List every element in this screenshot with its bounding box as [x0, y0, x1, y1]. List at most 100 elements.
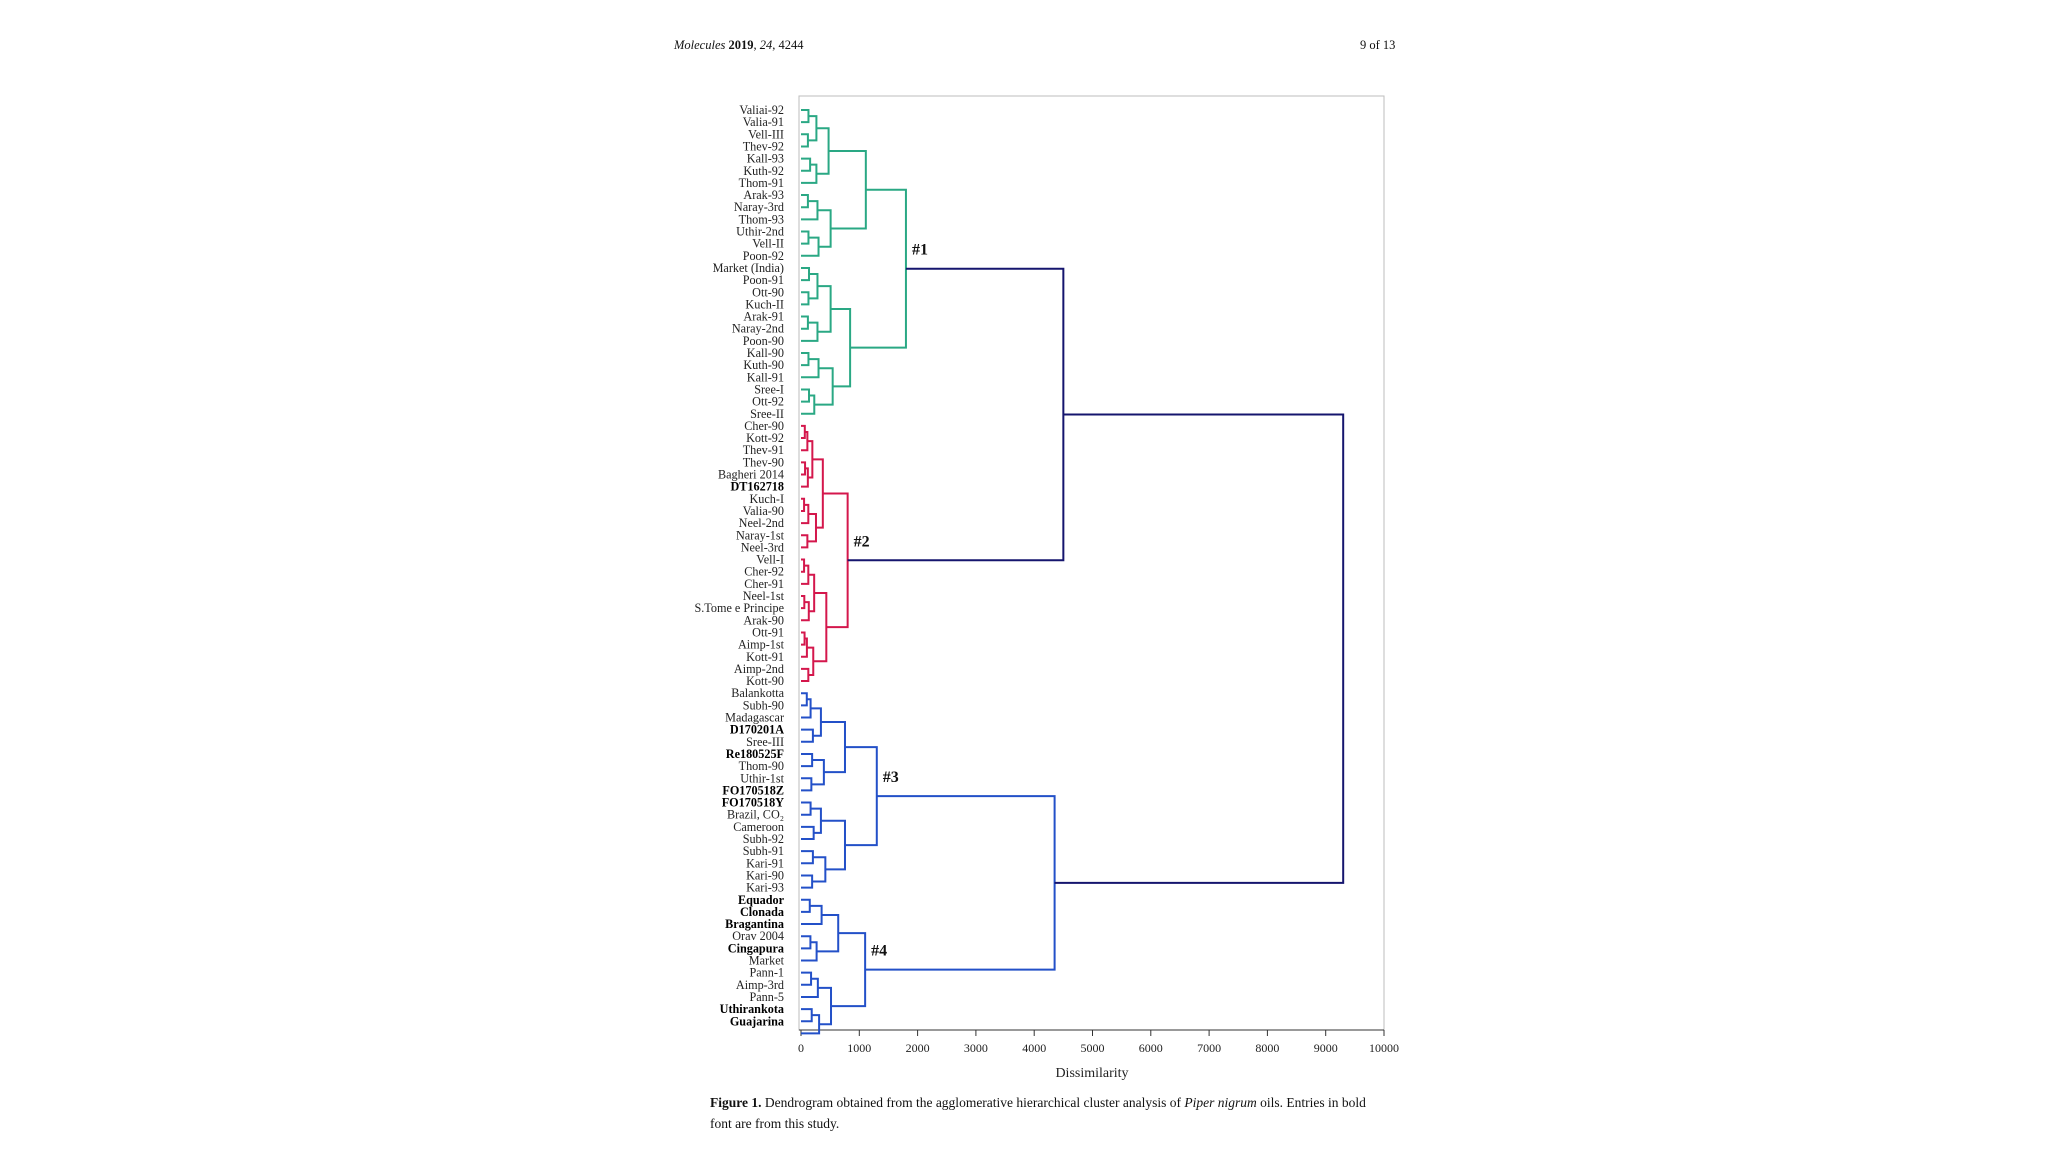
- leaf-label: Bagheri 2014: [718, 468, 784, 482]
- leaf-label: Kott-92: [746, 431, 784, 445]
- leaf-label: Kuth-90: [743, 358, 784, 372]
- dendrogram-link: [808, 573, 816, 613]
- dendrogram-link: [865, 795, 1056, 971]
- x-tick-label: 5000: [1081, 1041, 1105, 1055]
- leaf-label: Valiai-92: [739, 103, 784, 117]
- leaf-label: Neel-2nd: [739, 516, 784, 530]
- leaf-label: Poon-90: [743, 334, 784, 348]
- dendrogram-link: [801, 971, 813, 986]
- dendrogram-link: [801, 194, 809, 209]
- dendrogram-link: [801, 728, 814, 743]
- leaf-label: Sree-I: [754, 382, 784, 396]
- dendrogram-link: [801, 558, 806, 573]
- leaf-label: Kall-91: [747, 370, 784, 384]
- leaf-label: Thev-90: [743, 455, 784, 469]
- leaf-label: Vell-I: [756, 553, 784, 567]
- leaf-label: Vell-II: [752, 237, 784, 251]
- leaf-label: Madagascar: [725, 711, 784, 725]
- leaf-label: Thom-91: [739, 176, 784, 190]
- leaf-label: Valia-90: [743, 504, 784, 518]
- leaf-label: Re180525F: [726, 747, 784, 761]
- leaf-label: Neel-1st: [743, 589, 785, 603]
- dendrogram-link: [801, 977, 819, 998]
- figure-caption: Figure 1. Dendrogram obtained from the a…: [710, 1092, 1390, 1134]
- leaf-label: Uthirankota: [720, 1002, 784, 1016]
- leaf-label: Arak-93: [743, 188, 784, 202]
- leaf-label: Ott-90: [752, 285, 784, 299]
- leaf-label: Pann-1: [749, 966, 784, 980]
- x-tick-label: 8000: [1255, 1041, 1279, 1055]
- leaf-label: Cameroon: [733, 820, 784, 834]
- dendrogram-link: [807, 440, 814, 479]
- dendrogram-link: [801, 534, 809, 549]
- leaf-label: Kuch-I: [749, 492, 784, 506]
- leaf-label: Brazil, CO₂: [727, 808, 784, 822]
- leaf-label: Kott-91: [746, 650, 784, 664]
- dendrogram-link: [817, 209, 832, 248]
- dendrogram-link: [801, 430, 809, 452]
- cluster-label: #3: [883, 769, 899, 786]
- dendrogram-link: [816, 127, 830, 175]
- dendrogram-link: [801, 752, 814, 768]
- dendrogram-link: [810, 807, 822, 834]
- leaf-label: Cher-90: [744, 419, 784, 433]
- leaf-label: FO170518Z: [722, 783, 784, 797]
- x-tick-label: 6000: [1139, 1041, 1163, 1055]
- caption-label: Figure 1.: [710, 1095, 762, 1110]
- x-tick-label: 9000: [1314, 1041, 1338, 1055]
- leaf-label: Arak-91: [743, 310, 784, 324]
- dendrogram-link: [807, 512, 817, 543]
- dendrogram-link: [801, 497, 806, 512]
- dendrogram-link: [813, 591, 828, 663]
- leaf-label: Subh-92: [743, 832, 784, 846]
- dendrogram-link: [801, 388, 811, 403]
- dendrogram-link: [801, 461, 807, 476]
- leaf-label: Aimp-2nd: [734, 662, 784, 676]
- x-axis-label: Dissimilarity: [1055, 1066, 1128, 1081]
- dendrogram-link: [801, 667, 810, 683]
- x-tick-label: 3000: [964, 1041, 988, 1055]
- leaf-label: Subh-90: [743, 698, 784, 712]
- dendrogram-link: [811, 759, 825, 786]
- leaf-label: Poon-92: [743, 249, 784, 263]
- dendrogram-link: [801, 394, 816, 415]
- leaf-label: Ott-91: [752, 625, 784, 639]
- x-axis-ticks: 0 1000 2000 3000 4000 5000 6000 7000 8000 9000 100…: [798, 1030, 1399, 1055]
- leaf-label: Thom-90: [739, 759, 784, 773]
- dendrogram-link: [801, 163, 818, 184]
- leaf-label: Neel-3rd: [741, 540, 784, 554]
- leaf-label: Cingapura: [728, 941, 784, 955]
- dendrogram-link: [812, 458, 824, 529]
- x-tick-label: 1000: [847, 1041, 871, 1055]
- leaf-label: Sree-II: [750, 407, 784, 421]
- dendrogram-link: [850, 188, 907, 349]
- journal-name: Molecules: [674, 38, 726, 52]
- dendrogram-link: [801, 424, 806, 440]
- dendrogram-link: [801, 692, 808, 707]
- dendrogram-link: [801, 266, 811, 282]
- leaf-label: Sree-III: [746, 735, 784, 749]
- dendrogram-link: [801, 236, 820, 257]
- leaf-labels: Valiai-92Valia-91Vell-IIIThev-92Kall-93K…: [694, 103, 784, 1028]
- dendrogram-link: [801, 904, 823, 926]
- dendrogram-link: [801, 1014, 821, 1035]
- leaf-label: Naray-2nd: [732, 322, 784, 336]
- dendrogram-link: [801, 321, 819, 342]
- dendrogram-link: [801, 352, 810, 367]
- dendrogram-link: [801, 133, 809, 148]
- leaf-label: Kuth-92: [743, 164, 784, 178]
- dendrogram-link: [801, 109, 810, 124]
- dendrogram-link: [1054, 413, 1345, 884]
- leaf-label: Aimp-3rd: [736, 978, 784, 992]
- dendrogram-link: [801, 941, 818, 962]
- journal-year: 2019: [728, 38, 754, 52]
- x-tick-label: 4000: [1022, 1041, 1046, 1055]
- leaf-label: Thev-91: [743, 443, 784, 457]
- plot-frame: [798, 95, 1385, 1031]
- cluster-label: #2: [854, 533, 870, 550]
- dendrogram-link: [801, 291, 810, 306]
- x-tick-label: 10000: [1369, 1041, 1399, 1055]
- dendrogram-link: [801, 874, 814, 889]
- leaf-label: Thev-92: [743, 139, 784, 153]
